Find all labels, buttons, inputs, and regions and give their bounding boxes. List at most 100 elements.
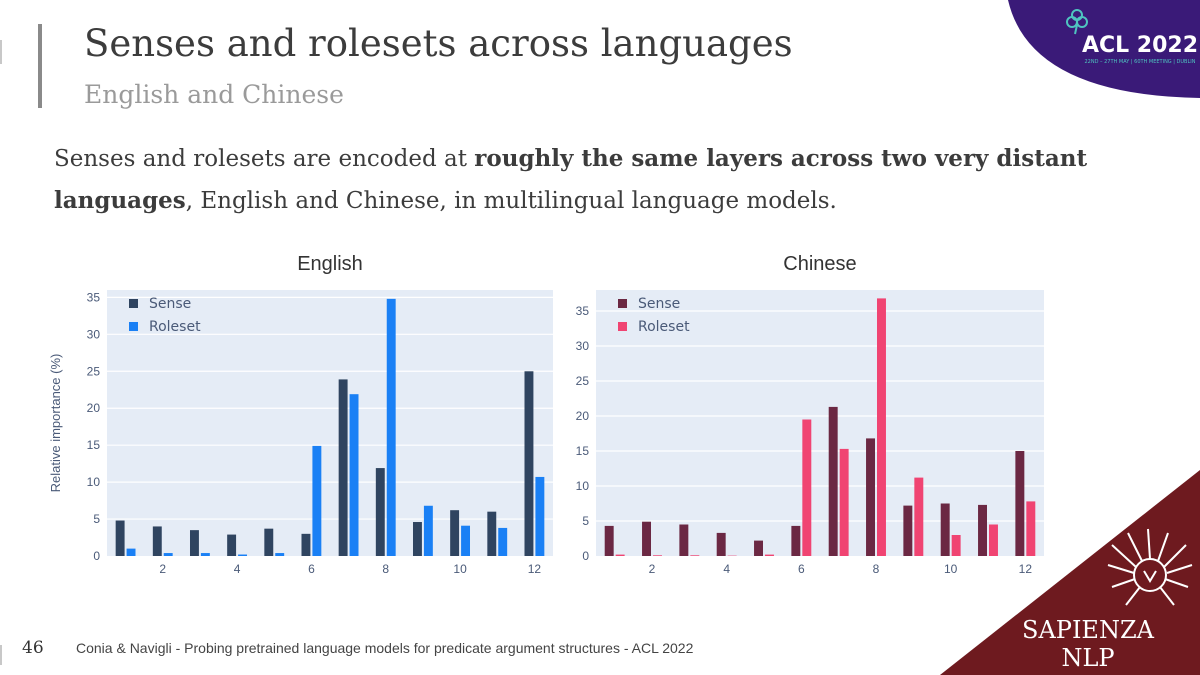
roleset-bar-layer-9 bbox=[423, 505, 433, 556]
sense-bar-layer-4 bbox=[716, 532, 726, 556]
y-tick-label: 15 bbox=[87, 438, 101, 452]
sense-bar-layer-2 bbox=[642, 521, 651, 556]
roleset-bar-layer-7 bbox=[839, 448, 849, 556]
y-tick-label: 5 bbox=[582, 514, 589, 528]
roleset-bar-layer-6 bbox=[312, 445, 322, 556]
legend-swatch bbox=[618, 322, 627, 331]
y-tick-label: 0 bbox=[93, 549, 100, 563]
roleset-bar-layer-8 bbox=[877, 298, 886, 556]
sense-bar-layer-10 bbox=[450, 510, 460, 556]
sense-bar-layer-3 bbox=[679, 524, 689, 556]
roleset-bar-layer-11 bbox=[989, 524, 998, 556]
roleset-bar-layer-12 bbox=[535, 476, 545, 556]
legend-swatch bbox=[129, 322, 138, 331]
y-axis-label: Relative importance (%) bbox=[48, 354, 63, 493]
legend-label: Roleset bbox=[149, 319, 201, 335]
sense-bar-layer-9 bbox=[903, 505, 913, 556]
roleset-bar-layer-3 bbox=[200, 553, 210, 556]
y-tick-label: 5 bbox=[93, 512, 100, 526]
roleset-bar-layer-5 bbox=[765, 554, 774, 556]
chinese-chart: Chinese 0 5 10 15 20 25 30 35 2 4 6 8 10 12 Sense Rolese… bbox=[556, 248, 1056, 588]
body-text-prefix: Senses and rolesets are encoded at bbox=[54, 146, 475, 172]
roleset-bar-layer-9 bbox=[914, 477, 924, 556]
chart-title: English bbox=[297, 253, 363, 275]
shamrock-icon bbox=[1066, 9, 1088, 35]
acl-title: ACL 2022 bbox=[1082, 33, 1198, 58]
roleset-bar-layer-12 bbox=[1026, 501, 1036, 556]
sapienza-corner-background bbox=[940, 470, 1200, 675]
sense-bar-layer-10 bbox=[940, 503, 950, 556]
x-tick-label: 12 bbox=[1019, 562, 1033, 576]
lab-name-line2: NLP bbox=[1061, 644, 1114, 672]
slide-body: Senses and rolesets are encoded at rough… bbox=[54, 138, 1154, 222]
body-text-emphasis: roughly the same layers across two very … bbox=[54, 145, 1088, 214]
roleset-bar-layer-1 bbox=[126, 548, 136, 556]
y-tick-label: 35 bbox=[87, 290, 101, 304]
legend-label: Sense bbox=[638, 296, 680, 312]
sense-bar-layer-3 bbox=[189, 530, 199, 556]
chinese-chart-svg: Chinese 0 5 10 15 20 25 30 35 2 4 6 8 10 12 Sense Rolese… bbox=[576, 253, 1044, 576]
x-tick-label: 6 bbox=[308, 562, 315, 576]
sense-bar-layer-12 bbox=[1015, 451, 1025, 556]
x-tick-label: 8 bbox=[873, 562, 880, 576]
x-tick-label: 4 bbox=[234, 562, 241, 576]
title-accent-bar bbox=[38, 24, 42, 108]
sense-bar-layer-6 bbox=[791, 525, 801, 556]
roleset-bar-layer-8 bbox=[386, 298, 396, 556]
y-tick-label: 10 bbox=[576, 479, 590, 493]
sense-bar-layer-5 bbox=[754, 540, 763, 556]
roleset-bar-layer-6 bbox=[802, 419, 812, 556]
sense-bar-layer-8 bbox=[866, 438, 875, 556]
lab-name-line1: SAPIENZA bbox=[1022, 616, 1155, 644]
roleset-bar-layer-2 bbox=[163, 553, 173, 556]
roleset-bar-layer-11 bbox=[498, 527, 508, 556]
y-tick-label: 10 bbox=[87, 475, 101, 489]
sense-bar-layer-12 bbox=[524, 371, 534, 556]
sense-bar-layer-1 bbox=[604, 525, 614, 556]
roleset-bar-layer-2 bbox=[653, 555, 662, 556]
y-tick-label: 25 bbox=[87, 364, 101, 378]
legend-swatch bbox=[618, 299, 627, 308]
sense-bar-layer-5 bbox=[264, 528, 274, 556]
sense-bar-layer-9 bbox=[412, 522, 422, 556]
footer-citation: Conia & Navigli - Probing pretrained lan… bbox=[76, 640, 694, 656]
roleset-bar-layer-7 bbox=[349, 394, 359, 556]
acl-badge-background bbox=[1008, 0, 1200, 98]
acl-subtitle: 22ND – 27TH MAY | 60TH MEETING | DUBLIN bbox=[1084, 59, 1195, 65]
slide-subtitle: English and Chinese bbox=[84, 80, 344, 109]
x-tick-label: 12 bbox=[528, 562, 542, 576]
y-tick-label: 35 bbox=[576, 304, 590, 318]
english-chart: English 0 5 10 15 20 25 30 35 2 4 6 8 10 12 Sense Rolese… bbox=[20, 248, 560, 588]
sense-bar-layer-1 bbox=[115, 520, 125, 556]
y-tick-label: 30 bbox=[87, 327, 101, 341]
sense-bar-layer-7 bbox=[338, 379, 348, 556]
sapienza-nlp-logo: SAPIENZA NLP bbox=[940, 470, 1200, 675]
x-tick-label: 2 bbox=[159, 562, 166, 576]
edge-marker bbox=[0, 645, 2, 665]
x-tick-label: 6 bbox=[798, 562, 805, 576]
legend-label: Sense bbox=[149, 296, 191, 312]
roleset-bar-layer-10 bbox=[461, 525, 471, 556]
acl-2022-badge: ACL 2022 22ND – 27TH MAY | 60TH MEETING … bbox=[1008, 0, 1200, 98]
slide-title: Senses and rolesets across languages bbox=[84, 22, 793, 65]
roleset-bar-layer-10 bbox=[951, 535, 961, 556]
sense-bar-layer-8 bbox=[375, 468, 385, 556]
y-tick-label: 25 bbox=[576, 374, 590, 388]
chart-title: Chinese bbox=[783, 253, 856, 275]
legend-swatch bbox=[129, 299, 138, 308]
body-text-suffix: , English and Chinese, in multilingual l… bbox=[185, 188, 837, 214]
x-tick-label: 8 bbox=[382, 562, 389, 576]
sense-bar-layer-2 bbox=[152, 526, 162, 556]
sense-bar-layer-4 bbox=[227, 534, 237, 556]
legend-label: Roleset bbox=[638, 319, 690, 335]
x-tick-label: 10 bbox=[453, 562, 467, 576]
sense-bar-layer-6 bbox=[301, 533, 311, 556]
x-tick-label: 10 bbox=[944, 562, 958, 576]
y-tick-label: 0 bbox=[582, 549, 589, 563]
y-tick-label: 20 bbox=[87, 401, 101, 415]
roleset-bar-layer-1 bbox=[615, 554, 625, 556]
y-tick-label: 15 bbox=[576, 444, 590, 458]
x-tick-label: 4 bbox=[723, 562, 730, 576]
y-tick-label: 30 bbox=[576, 339, 590, 353]
y-tick-label: 20 bbox=[576, 409, 590, 423]
